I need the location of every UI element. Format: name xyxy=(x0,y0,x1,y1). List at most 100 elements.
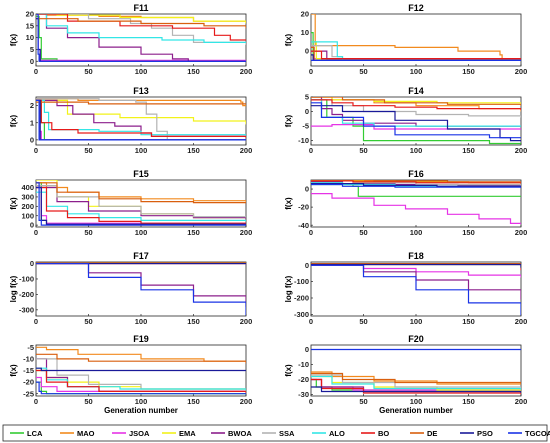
series-line-tgcoa xyxy=(36,381,246,395)
series-line-de xyxy=(311,372,521,384)
y-tick-label: 10 xyxy=(26,33,34,42)
x-tick-label: 0 xyxy=(309,397,313,406)
y-tick-label: 200 xyxy=(21,202,34,211)
series-line-tgcoa xyxy=(36,262,246,316)
legend-label: EMA xyxy=(179,429,196,438)
y-tick-label: -20 xyxy=(23,378,34,387)
series-line-bo xyxy=(311,180,521,184)
series-line-ssa xyxy=(36,14,246,45)
x-tick-label: 150 xyxy=(462,146,475,155)
x-tick-label: 200 xyxy=(515,317,528,326)
y-tick-label: -15 xyxy=(23,366,34,375)
series-group-f20 xyxy=(311,348,521,395)
x-tick-label: 200 xyxy=(515,397,528,406)
legend-label: SSA xyxy=(279,429,295,438)
y-tick-label: 2 xyxy=(30,101,34,110)
series-group-f18 xyxy=(311,263,521,316)
series-line-jsoa xyxy=(311,193,521,225)
panel-f13: F13 f(x) 0 50 100 150 200 0 1 2 xyxy=(9,86,252,155)
x-tick-label: 50 xyxy=(84,317,92,326)
x-axis-label-f19: Generation number xyxy=(104,406,178,415)
series-line-tgcoa xyxy=(36,14,246,62)
y-tick-label: -5 xyxy=(27,343,34,352)
x-tick-label: 0 xyxy=(34,146,38,155)
legend: LCA MAO JSOA EMA BWOA SSA ALO BO DE PSO TGCOA xyxy=(2,424,550,442)
y-tick-label: 20 xyxy=(26,10,34,19)
y-tick-label: 5 xyxy=(305,93,309,102)
y-tick-label: 0 xyxy=(30,57,34,66)
x-tick-label: 50 xyxy=(359,317,367,326)
series-line-jsoa xyxy=(36,376,246,392)
series-line-tgcoa xyxy=(36,99,246,141)
series-line-alo xyxy=(36,14,246,43)
series-line-pso xyxy=(311,183,521,188)
x-tick-label: 200 xyxy=(240,146,253,155)
y-axis-label-f17: log f(x) xyxy=(9,275,18,302)
series-group-f17 xyxy=(36,262,246,316)
series-line-bwoa xyxy=(36,14,246,62)
y-tick-label: -300 xyxy=(294,310,309,319)
series-line-ema xyxy=(36,99,246,125)
series-line-mao xyxy=(311,14,521,61)
series-group-f13 xyxy=(36,98,246,141)
x-tick-label: 100 xyxy=(410,67,423,76)
y-axis-label-f19: f(x) xyxy=(9,364,18,377)
panel-title-f19: F19 xyxy=(133,334,149,344)
series-line-ssa xyxy=(36,98,246,141)
legend-label: MAO xyxy=(77,429,95,438)
y-tick-label: -10 xyxy=(298,136,309,145)
y-tick-label: 15 xyxy=(26,21,34,30)
y-tick-label: -30 xyxy=(298,390,309,399)
series-line-pso xyxy=(36,367,246,372)
series-line-de xyxy=(311,263,521,265)
x-tick-label: 50 xyxy=(359,228,367,237)
x-tick-label: 0 xyxy=(34,67,38,76)
y-tick-label: 300 xyxy=(21,193,34,202)
legend-label: ALO xyxy=(329,429,345,438)
panel-title-f18: F18 xyxy=(408,251,424,261)
x-tick-label: 100 xyxy=(410,397,423,406)
x-tick-label: 50 xyxy=(359,397,367,406)
x-tick-label: 150 xyxy=(462,67,475,76)
y-tick-label: 0 xyxy=(30,259,34,268)
panel-f11: F11 f(x) 0 50 100 150 200 0 5 10 15 20 xyxy=(9,3,252,76)
x-tick-label: 0 xyxy=(309,146,313,155)
series-line-ema xyxy=(311,97,521,106)
x-tick-label: 50 xyxy=(84,397,92,406)
series-line-ssa xyxy=(36,185,246,218)
x-tick-label: 200 xyxy=(515,146,528,155)
x-tick-label: 0 xyxy=(34,228,38,237)
x-tick-label: 0 xyxy=(309,228,313,237)
series-line-bo xyxy=(36,369,246,394)
series-line-bo xyxy=(36,99,246,139)
series-line-tgcoa xyxy=(311,264,521,316)
series-line-de xyxy=(36,182,246,204)
series-line-alo xyxy=(311,182,521,188)
panel-title-f16: F16 xyxy=(408,169,424,179)
y-tick-label: 0 xyxy=(30,221,34,230)
x-tick-label: 100 xyxy=(135,146,148,155)
legend-label: TGCOA xyxy=(525,429,550,438)
x-tick-label: 150 xyxy=(462,228,475,237)
series-line-alo xyxy=(36,99,246,137)
panel-f16: F16 f(x) 0 50 100 150 200 -40 -20 0 xyxy=(284,169,527,237)
plot-area-f12 xyxy=(310,13,522,67)
panel-title-f20: F20 xyxy=(408,334,424,344)
series-line-tgcoa xyxy=(311,183,521,189)
x-tick-label: 150 xyxy=(187,228,200,237)
x-tick-label: 200 xyxy=(240,228,253,237)
panel-f18: F18 log f(x) 0 50 100 150 200 -300 -200 -100 0 xyxy=(284,251,527,326)
x-tick-label: 150 xyxy=(187,317,200,326)
panel-title-f12: F12 xyxy=(408,3,424,13)
series-line-pso xyxy=(311,263,521,268)
legend-item-bwoa: BWOA xyxy=(211,429,252,438)
legend-label: BWOA xyxy=(228,429,252,438)
series-line-alo xyxy=(311,375,521,390)
y-tick-label: -300 xyxy=(19,305,34,314)
y-tick-label: -20 xyxy=(298,203,309,212)
x-tick-label: 50 xyxy=(359,67,367,76)
y-tick-label: -200 xyxy=(294,294,309,303)
